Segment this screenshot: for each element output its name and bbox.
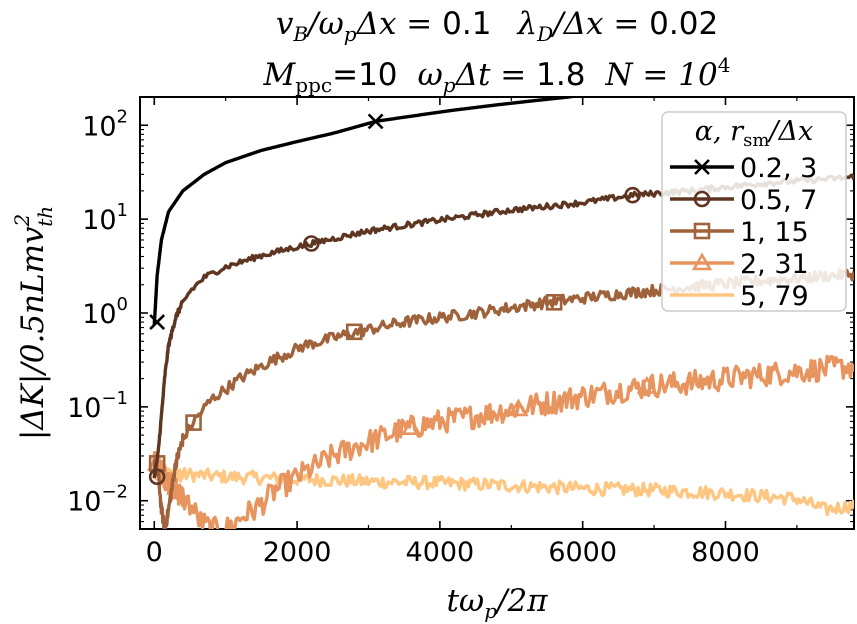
x-axis-ticks: 0 2000 4000 6000 8000 [146,97,798,568]
legend-label: 2, 31 [740,249,809,280]
legend-label: 0.2, 3 [740,153,817,184]
series-marker [149,314,166,331]
y-tick-label: 102 [82,106,128,142]
series-marker [345,323,363,341]
y-tick-label: 10−2 [67,482,128,518]
chart-title-line2: Mppc=10 ωpΔt = 1.8 N = 104 [263,53,731,97]
y-tick-label: 100 [82,294,128,330]
legend-entry: 0.5, 7 [670,185,817,216]
x-tick-label: 0 [146,537,163,568]
legend: α, rsm/Δx 0.2, 30.5, 71, 152, 315, 79 [661,111,847,312]
series-marker [148,468,166,486]
series-line [152,466,854,517]
legend-label: 1, 15 [740,217,809,248]
x-tick-label: 8000 [691,537,760,568]
chart-title-line1: vB/ωpΔx = 0.1 λD/Δx = 0.02 [276,6,718,46]
legend-entry: 5, 79 [670,281,809,312]
x-tick-label: 4000 [406,537,475,568]
series-marker [303,235,320,252]
series-line [152,97,577,325]
legend-entries: 0.2, 30.5, 71, 152, 315, 79 [670,153,817,312]
series-marker [508,398,529,417]
x-tick-label: 2000 [263,537,332,568]
legend-marker [691,252,713,271]
series-marker [545,294,563,311]
series-marker [636,375,658,394]
y-tick-label: 10−1 [67,388,128,424]
legend-marker [693,222,711,240]
x-axis-label: tωp/2π [446,583,548,623]
legend-title: α, rsm/Δx [695,116,813,151]
y-tick-label: 101 [82,200,128,236]
legend-marker [693,190,711,208]
series-marker [624,186,641,204]
series-marker [401,417,422,435]
legend-label: 0.5, 7 [740,185,817,216]
legend-entry: 2, 31 [670,249,809,280]
legend-entry: 1, 15 [670,217,809,248]
legend-marker [694,159,710,175]
x-tick-label: 6000 [548,537,617,568]
series-marker [367,113,384,130]
legend-entry: 0.2, 3 [670,153,817,184]
series-line [152,354,854,529]
y-axis-label: |ΔK|/0.5nLmv2th [10,206,57,440]
y-axis-ticks: 10−2 10−1 100 101 102 [67,106,854,523]
legend-label: 5, 79 [740,281,809,312]
series-marker [185,414,202,431]
